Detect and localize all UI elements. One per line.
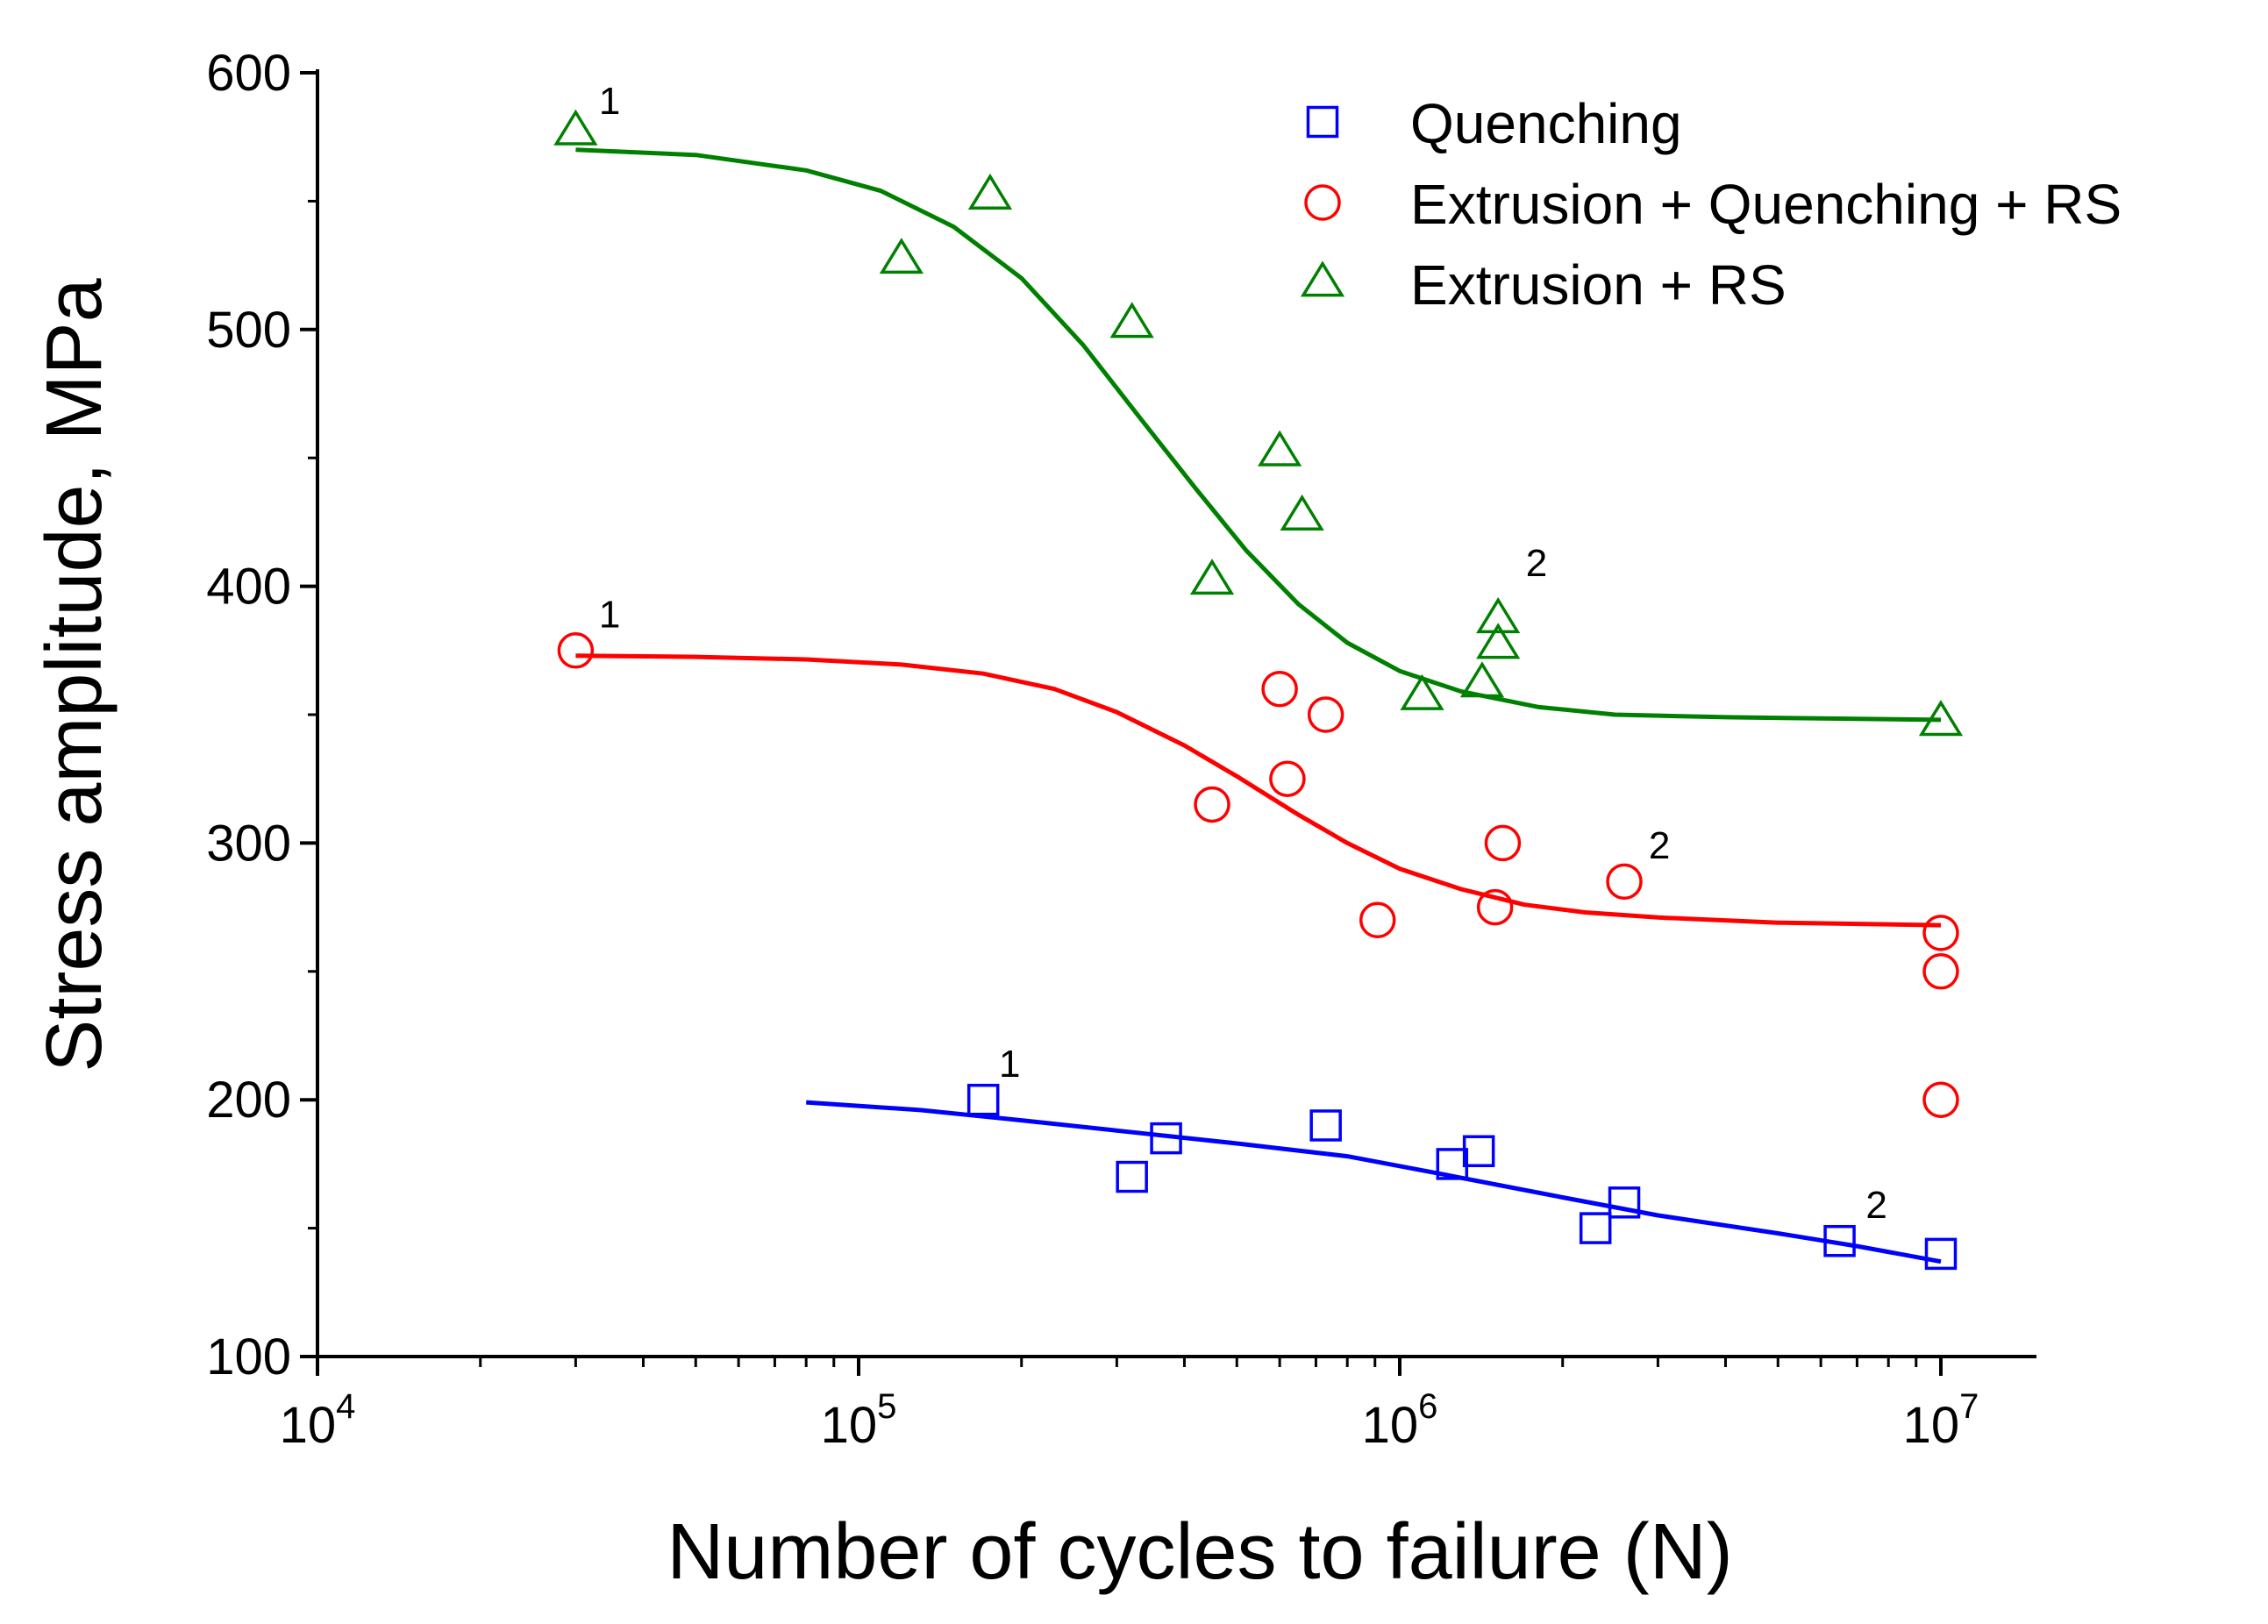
data-point-square <box>1436 1148 1469 1180</box>
y-tick-label: 500 <box>206 302 291 359</box>
data-point-triangle <box>1459 661 1505 698</box>
data-point-triangle <box>1400 673 1444 710</box>
data-point-triangle <box>1109 302 1154 338</box>
x-tick-label: 104 <box>280 1387 356 1454</box>
data-point-triangle <box>1257 430 1302 467</box>
annotation-label: 2 <box>1649 824 1670 867</box>
fit-curves <box>575 147 1942 1264</box>
y-tick-label: 400 <box>206 559 291 616</box>
legend-label: Quenching <box>1410 92 1682 155</box>
y-tick-label: 100 <box>206 1328 291 1385</box>
data-point-circle <box>1269 760 1306 797</box>
legend-marker-square <box>1306 105 1339 139</box>
data-point-triangle <box>1918 700 1964 737</box>
data-point-square <box>1823 1224 1856 1257</box>
annotation-label: 2 <box>1526 542 1547 585</box>
data-point-circle <box>1261 670 1298 708</box>
data-point-triangle <box>879 238 924 274</box>
point-annotations: 1 2 1 2 1 2 <box>599 80 1887 1227</box>
legend-label: Extrusion + Quenching + RS <box>1410 173 2122 236</box>
annotation-label: 2 <box>1865 1184 1886 1227</box>
data-point-square <box>1116 1160 1148 1193</box>
y-tick-label: 200 <box>206 1072 291 1129</box>
axes: 100 200 300 400 500 600 104 105 106 107 <box>206 45 2036 1454</box>
data-point-square <box>1309 1109 1342 1142</box>
y-tick-label: 300 <box>206 815 291 872</box>
y-tick-label: 600 <box>206 45 291 102</box>
data-point-circle <box>1194 786 1230 823</box>
x-tick-label: 106 <box>1362 1387 1438 1454</box>
data-point-circle <box>1359 901 1396 938</box>
fit-curve-triangle <box>575 147 1942 723</box>
data-point-triangle <box>553 109 598 146</box>
data-point-triangle <box>1280 494 1324 531</box>
annotation-label: 1 <box>599 80 620 123</box>
data-point-circle <box>557 632 595 669</box>
x-tick-label: 105 <box>821 1387 897 1454</box>
legend-label: Extrusion + RS <box>1410 253 1787 317</box>
fit-curve-square <box>806 1100 1942 1264</box>
data-point-triangle <box>1476 623 1521 659</box>
data-point-triangle <box>1189 559 1235 595</box>
data-point-circle <box>1484 824 1522 862</box>
data-point-triangle <box>1476 596 1521 634</box>
data-point-triangle <box>967 173 1013 210</box>
data-point-circle <box>1922 915 1959 951</box>
legend-marker-circle <box>1304 184 1341 221</box>
data-point-circle <box>1606 863 1643 901</box>
y-axis-title: Stress amplitude, MPa <box>31 277 118 1072</box>
annotation-label: 1 <box>999 1043 1020 1086</box>
legend-marker-triangle <box>1300 260 1345 297</box>
legend: Quenching Extrusion + Quenching + RS Extru… <box>1300 92 2122 317</box>
data-point-circle <box>1922 953 1959 990</box>
data-point-circle <box>1307 696 1344 733</box>
data-point-square <box>966 1083 1000 1116</box>
data-point-square <box>1150 1122 1182 1155</box>
data-markers <box>553 109 1964 1271</box>
data-point-square <box>1462 1135 1495 1168</box>
data-point-circle <box>1476 888 1514 926</box>
x-axis-title: Number of cycles to failure (N) <box>667 1508 1732 1596</box>
data-point-circle <box>1922 1081 1959 1118</box>
data-point-square <box>1608 1186 1641 1219</box>
x-tick-label: 107 <box>1903 1387 1979 1454</box>
annotation-label: 1 <box>599 593 620 636</box>
data-point-square <box>1579 1212 1612 1244</box>
fit-curve-circle <box>575 653 1942 928</box>
data-point-square <box>1924 1237 1958 1271</box>
